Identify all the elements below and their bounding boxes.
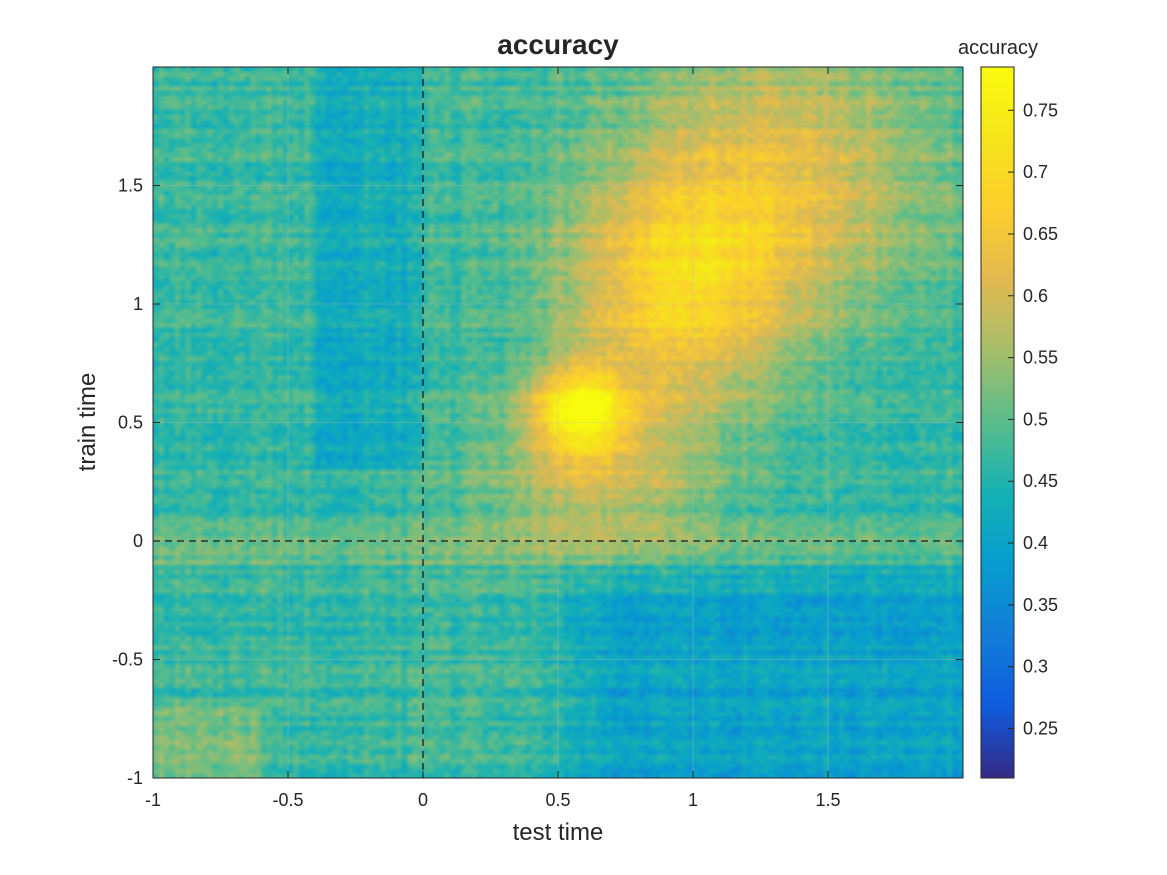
colorbar-title: accuracy [958,37,1038,59]
y-tick-label: 0 [133,531,143,551]
y-tick-label: 1 [133,294,143,314]
y-tick-label: -0.5 [112,650,143,670]
x-tick-label: 0.5 [545,790,570,810]
colorbar-tick-label: 0.55 [1023,348,1058,368]
x-tick-label: 1.5 [815,790,840,810]
colorbar-tick-label: 0.5 [1023,409,1048,429]
x-axis-label: test time [513,819,604,846]
colorbar-gradient [981,67,1014,778]
y-tick-label: 1.5 [118,176,143,196]
colorbar-tick-label: 0.65 [1023,224,1058,244]
x-tick-label: 1 [688,790,698,810]
x-axis-ticks: -1 -0.5 0 0.5 1 1.5 [145,67,841,810]
reference-lines [153,67,963,778]
colorbar-tick-label: 0.75 [1023,100,1058,120]
x-tick-label: -0.5 [272,790,303,810]
y-tick-label: 0.5 [118,413,143,433]
colorbar-tick-label: 0.4 [1023,533,1048,553]
colorbar-tick-label: 0.3 [1023,657,1048,677]
colorbar-tick-label: 0.35 [1023,595,1058,615]
y-axis-ticks: -1 -0.5 0 0.5 1 1.5 [112,176,963,788]
y-axis-label: train time [74,373,101,472]
chart-title: accuracy [497,29,619,60]
colorbar: 0.250.30.350.40.450.50.550.60.650.70.75 … [958,37,1058,779]
colorbar-tick-label: 0.7 [1023,162,1048,182]
colorbar-tick-label: 0.6 [1023,286,1048,306]
y-tick-label: -1 [127,768,143,788]
colorbar-frame [980,66,1015,779]
plot-area: -1 -0.5 0 0.5 1 1.5 -1 -0.5 0 0.5 1 1.5 [112,66,964,810]
x-tick-label: -1 [145,790,161,810]
colorbar-tick-label: 0.25 [1023,719,1058,739]
colorbar-ticks: 0.25 0.3 0.35 0.4 0.45 0.5 0.55 0.6 0.65 0.7 0.75 [1008,100,1058,739]
x-tick-label: 0 [418,790,428,810]
colorbar-tick-label: 0.45 [1023,471,1058,491]
